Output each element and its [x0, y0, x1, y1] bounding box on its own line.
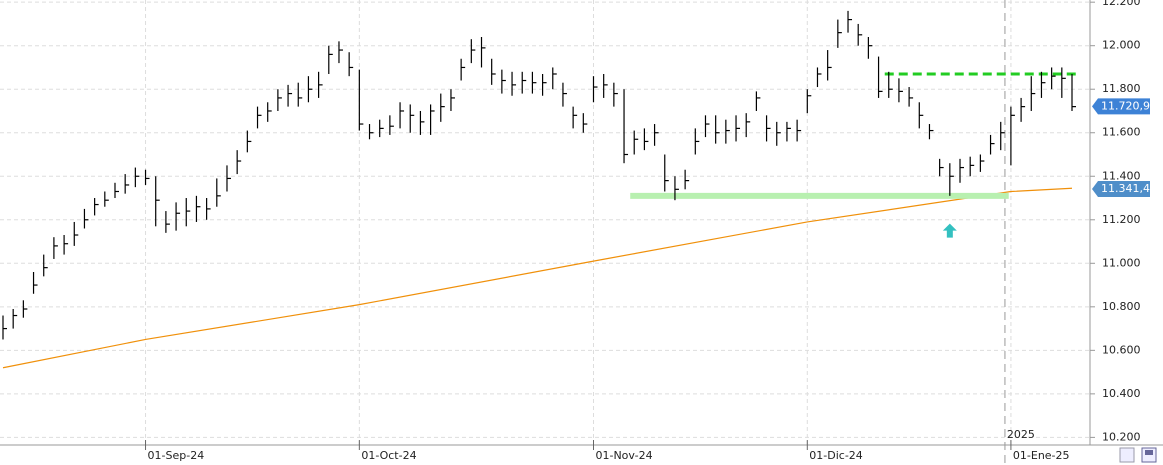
price-marker [1092, 181, 1150, 198]
y-tick-label: 11.000 [1102, 256, 1141, 269]
x-tick-label: 01-Nov-24 [595, 449, 652, 462]
save-icon [1145, 450, 1153, 455]
y-tick-label: 10.800 [1102, 300, 1141, 313]
y-tick-label: 12.200 [1102, 0, 1141, 8]
y-tick-label: 10.200 [1102, 430, 1141, 443]
settings-button[interactable] [1119, 447, 1135, 463]
price-marker-label: 11.720,9 [1101, 99, 1150, 112]
y-tick-label: 11.400 [1102, 169, 1141, 182]
x-tick-label: 01-Sep-24 [148, 449, 205, 462]
y-tick-label: 10.400 [1102, 387, 1141, 400]
x-tick-label: 01-Dic-24 [809, 449, 863, 462]
x-tick-label: 01-Oct-24 [361, 449, 416, 462]
price-marker [1092, 98, 1150, 115]
price-marker-label: 11.341,4 [1101, 182, 1150, 195]
x-tick-label: 01-Ene-25 [1013, 449, 1070, 462]
y-tick-label: 11.800 [1102, 82, 1141, 95]
toolbar [1119, 447, 1157, 463]
y-tick-label: 10.600 [1102, 343, 1141, 356]
arrow [942, 223, 957, 238]
y-tick-label: 12.000 [1102, 39, 1141, 52]
y-tick-label: 11.200 [1102, 213, 1141, 226]
year-label: 2025 [1007, 428, 1035, 441]
y-tick-label: 11.600 [1102, 126, 1141, 139]
moving-average [2, 187, 1073, 369]
